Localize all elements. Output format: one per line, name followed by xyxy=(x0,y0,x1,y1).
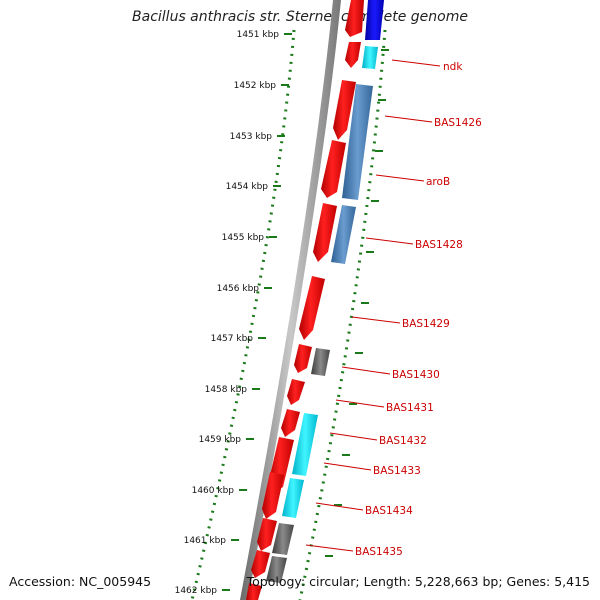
gene-label[interactable]: BAS1432 xyxy=(379,435,427,447)
gene-arrow xyxy=(281,409,300,437)
cyan-feature xyxy=(362,46,378,69)
scale-arc-outer xyxy=(190,29,296,600)
topology-info: Topology: circular; Length: 5,228,663 bp… xyxy=(246,574,590,589)
gene-arrow xyxy=(294,344,312,373)
gene-label[interactable]: BAS1428 xyxy=(415,239,463,251)
gene-arrow xyxy=(321,140,346,198)
scale-tick-label: 1462 kbp xyxy=(175,586,218,596)
gene-arrow xyxy=(345,0,364,37)
steel-feature xyxy=(331,205,356,264)
gene-label[interactable]: BAS1426 xyxy=(434,117,482,129)
scale-tick-label: 1460 kbp xyxy=(192,486,235,496)
gene-label[interactable]: BAS1435 xyxy=(355,546,403,558)
scale-tick-label: 1452 kbp xyxy=(234,81,277,91)
gray-feature xyxy=(272,523,294,555)
scale-tick-label: 1451 kbp xyxy=(237,30,280,40)
cyan-feature xyxy=(282,478,304,518)
gene-label[interactable]: BAS1433 xyxy=(373,465,421,477)
scale-tick-label: 1455 kbp xyxy=(222,233,265,243)
accession-text: Accession: NC_005945 xyxy=(9,574,152,589)
gene-label[interactable]: BAS1434 xyxy=(365,505,413,517)
genome-backbone xyxy=(240,0,341,600)
gene-arrow xyxy=(262,472,284,519)
gene-arrow xyxy=(287,379,305,405)
scale-tick-label: 1454 kbp xyxy=(226,182,269,192)
gene-arrow xyxy=(345,42,361,68)
steel-feature xyxy=(342,84,373,200)
map-title: Bacillus anthracis str. Sterne, complete… xyxy=(132,9,468,25)
scale-tick-label: 1461 kbp xyxy=(184,536,227,546)
gene-arrow xyxy=(333,80,356,140)
inner-ticks xyxy=(325,49,389,557)
gene-arrow xyxy=(246,583,262,600)
scale-arc-inner xyxy=(298,29,387,600)
gene-labels: ndk BAS1426 aroB BAS1428 BAS1429 BAS1430 BAS14… xyxy=(355,61,482,558)
gene-arrow xyxy=(251,550,270,578)
gene-arrow xyxy=(257,518,277,551)
feature-track xyxy=(266,0,384,583)
gene-label[interactable]: aroB xyxy=(426,176,450,188)
label-leaders xyxy=(305,59,441,552)
gray-feature xyxy=(311,348,330,376)
gene-label[interactable]: ndk xyxy=(443,61,463,73)
cyan-feature xyxy=(292,413,318,476)
gene-arrow xyxy=(313,203,337,262)
scale-tick-label: 1457 kbp xyxy=(211,334,254,344)
gene-arrow xyxy=(299,276,325,340)
cds-track xyxy=(246,0,364,600)
gray-feature xyxy=(266,556,287,583)
gene-label[interactable]: BAS1430 xyxy=(392,369,440,381)
scale-tick-label: 1456 kbp xyxy=(217,284,260,294)
gene-label[interactable]: BAS1429 xyxy=(402,318,450,330)
scale-ticks: 1451 kbp 1452 kbp 1453 kbp 1454 kbp 1455 kbp… xyxy=(175,30,292,596)
gene-label[interactable]: BAS1431 xyxy=(386,402,434,414)
blue-feature xyxy=(365,0,384,40)
scale-tick-label: 1458 kbp xyxy=(205,385,248,395)
scale-tick-label: 1453 kbp xyxy=(230,132,273,142)
scale-tick-label: 1459 kbp xyxy=(199,435,242,445)
